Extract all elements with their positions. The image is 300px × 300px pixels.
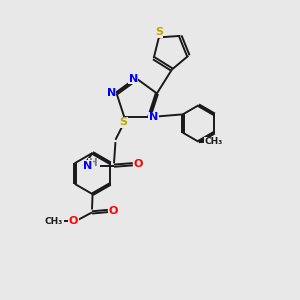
Text: CH₃: CH₃	[204, 137, 222, 146]
Text: H: H	[89, 158, 98, 168]
Text: O: O	[69, 216, 78, 226]
Text: N: N	[83, 161, 93, 171]
Text: N: N	[149, 112, 158, 122]
Text: O: O	[109, 206, 118, 216]
Text: O: O	[134, 159, 143, 169]
Text: CH₃: CH₃	[45, 217, 63, 226]
Text: N: N	[129, 74, 138, 84]
Text: N: N	[107, 88, 116, 98]
Text: S: S	[120, 117, 128, 128]
Text: S: S	[155, 27, 163, 37]
